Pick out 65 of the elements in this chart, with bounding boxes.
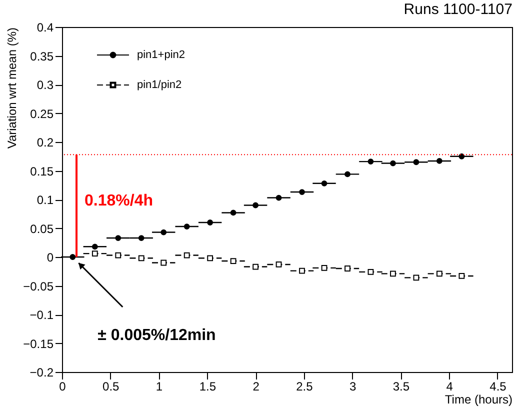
- x-tick-label: 1: [156, 380, 163, 394]
- point: [184, 224, 190, 230]
- point: [138, 235, 144, 241]
- point: [390, 270, 396, 277]
- y-tick-label: 0.25: [30, 106, 54, 121]
- point: [321, 180, 328, 186]
- y-tick-label: 0.35: [30, 49, 54, 64]
- x-tick-label: 2: [252, 380, 260, 394]
- point: [344, 266, 350, 272]
- point: [413, 274, 420, 281]
- y-tick-label: 0: [46, 250, 54, 264]
- point: [115, 252, 122, 258]
- point: [458, 273, 465, 279]
- point: [368, 158, 374, 164]
- point: [299, 189, 305, 195]
- point: [230, 258, 236, 264]
- y-axis-title: Variation wrt mean (%): [5, 28, 20, 149]
- x-tick-label: 3.5: [392, 380, 410, 394]
- point: [299, 268, 305, 274]
- y-tick-label: 0.05: [30, 222, 54, 236]
- y-tick-label: 0.3: [36, 78, 54, 92]
- point: [184, 252, 190, 258]
- x-axis-title: Time (hours): [444, 392, 512, 406]
- y-tick-label: 0.2: [36, 136, 54, 150]
- point: [160, 260, 167, 266]
- x-tick-label: 2.5: [296, 380, 314, 394]
- point: [390, 160, 396, 166]
- point: [160, 229, 167, 236]
- point: [70, 254, 76, 260]
- point: [368, 269, 374, 275]
- point: [230, 210, 236, 216]
- x-tick-label: 4.5: [490, 380, 507, 394]
- point: [138, 255, 144, 262]
- x-tick-label: 4: [446, 380, 454, 394]
- point: [276, 194, 282, 201]
- y-tick-label: 0.15: [30, 164, 54, 178]
- y-tick-label: 0.4: [36, 20, 54, 34]
- chart-title: Runs 1100-1107: [404, 1, 512, 18]
- point: [436, 158, 442, 164]
- y-tick-label: −0.1: [30, 308, 54, 322]
- point: [252, 202, 258, 208]
- point: [115, 235, 122, 241]
- annotation: ± 0.005%/12min: [98, 327, 216, 344]
- y-tick-label: −0.05: [23, 279, 54, 294]
- y-tick-label: 0.1: [36, 193, 54, 207]
- point: [458, 153, 465, 160]
- point: [92, 250, 98, 256]
- y-tick-label: −0.15: [23, 336, 54, 351]
- point: [413, 159, 420, 166]
- y-tick-label: −0.2: [30, 366, 54, 380]
- x-tick-label: 0.5: [102, 380, 120, 394]
- point: [321, 264, 328, 271]
- legend-label: pin1+pin2: [137, 49, 186, 61]
- point: [276, 262, 282, 268]
- point: [252, 264, 258, 270]
- x-tick-label: 1.5: [199, 380, 216, 394]
- point: [207, 255, 214, 262]
- x-tick-label: 0: [59, 380, 66, 394]
- point: [436, 270, 442, 277]
- x-tick-label: 3: [349, 380, 356, 394]
- point: [344, 171, 350, 178]
- annotation: 0.18%/4h: [84, 192, 153, 210]
- point: [207, 220, 214, 226]
- point: [92, 244, 98, 250]
- legend-label: pin1/pin2: [137, 79, 182, 91]
